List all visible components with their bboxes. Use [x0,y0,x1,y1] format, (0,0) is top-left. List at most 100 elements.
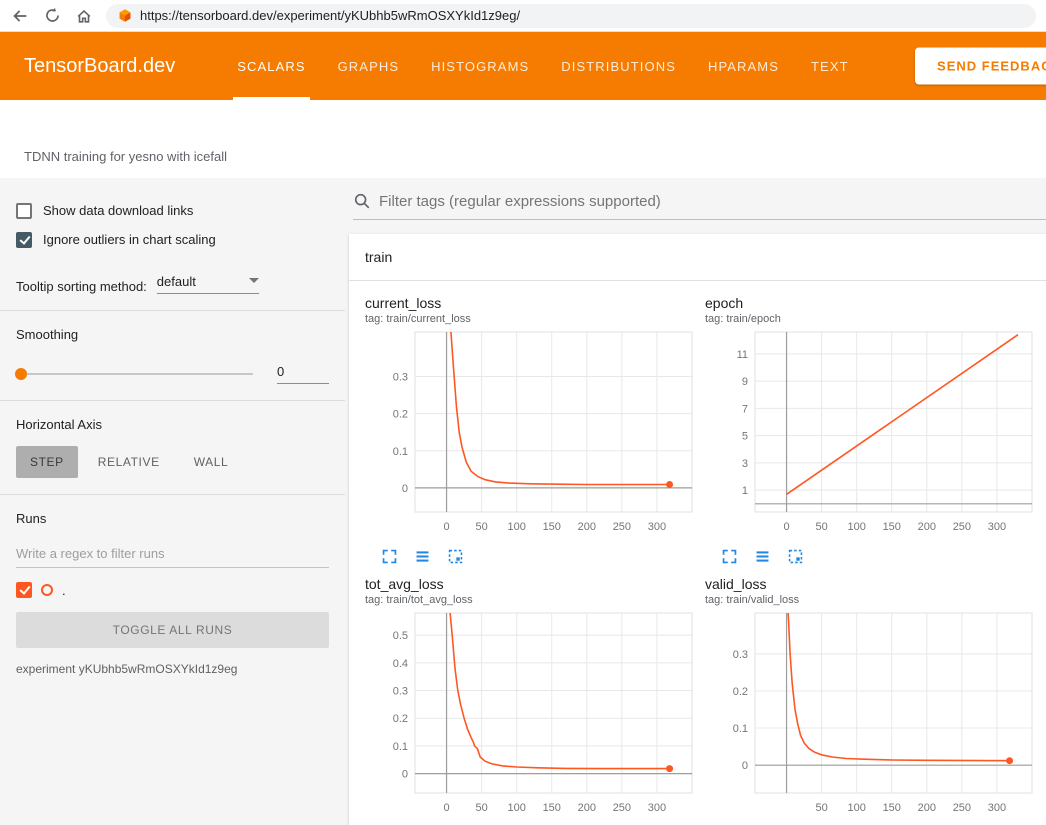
charts-grid: current_loss tag: train/current_loss 050… [349,281,1046,825]
expand-chart-icon[interactable] [719,546,739,566]
screen: https://tensorboard.dev/experiment/yKUbh… [0,0,1046,825]
tooltip-sorting-select[interactable]: default [157,274,259,294]
chart-actions [705,546,1045,566]
smoothing-slider-thumb[interactable] [15,368,27,380]
svg-text:150: 150 [543,802,561,814]
chart-actions [365,546,705,566]
tab-scalars[interactable]: SCALARS [221,32,321,100]
svg-text:11: 11 [737,349,748,361]
runs-label: Runs [16,511,329,526]
run-row[interactable]: . [16,582,329,598]
fit-domain-icon[interactable] [445,546,465,566]
experiment-header: TDNN training for yesno with icefall [0,100,1046,178]
tab-distributions[interactable]: DISTRIBUTIONS [545,32,692,100]
svg-text:0.1: 0.1 [733,723,748,735]
svg-text:0: 0 [443,802,449,814]
send-feedback-button[interactable]: SEND FEEDBACK [915,48,1046,85]
svg-text:200: 200 [578,521,596,533]
svg-text:200: 200 [918,802,936,814]
smoothing-slider[interactable] [16,373,253,375]
svg-text:5: 5 [742,431,748,443]
chart-tag: tag: train/valid_loss [705,594,1045,606]
svg-text:0: 0 [402,769,408,781]
axis-wall-button[interactable]: WALL [180,446,243,478]
main-nav: SCALARS GRAPHS HISTOGRAMS DISTRIBUTIONS … [221,32,864,100]
app-logo: TensorBoard.dev [24,55,175,78]
svg-text:0: 0 [783,521,789,533]
svg-text:200: 200 [918,521,936,533]
run-name: . [62,583,66,598]
svg-text:250: 250 [613,802,631,814]
svg-text:0.5: 0.5 [393,630,408,642]
app-header: TensorBoard.dev SCALARS GRAPHS HISTOGRAM… [0,32,1046,100]
chart-tag: tag: train/epoch [705,313,1045,325]
smoothing-value[interactable]: 0 [277,364,329,384]
chart-tag: tag: train/tot_avg_loss [365,594,705,606]
run-selector-icon[interactable] [752,546,772,566]
svg-text:300: 300 [648,521,666,533]
train-section-header[interactable]: train [349,234,1046,281]
svg-text:250: 250 [613,521,631,533]
tab-hparams[interactable]: HPARAMS [692,32,795,100]
svg-text:0.1: 0.1 [393,741,408,753]
svg-text:0: 0 [443,521,449,533]
fit-domain-icon[interactable] [785,546,805,566]
line-chart-epoch: 0501001502002503001357911 [705,327,1040,542]
svg-text:0.3: 0.3 [733,649,748,661]
svg-text:250: 250 [953,802,971,814]
svg-text:100: 100 [848,802,866,814]
toggle-all-runs-button[interactable]: TOGGLE ALL RUNS [16,612,329,648]
smoothing-label: Smoothing [16,327,329,342]
tensorboard-logo-icon [118,8,132,23]
run-selector-icon[interactable] [412,546,432,566]
svg-text:200: 200 [578,802,596,814]
axis-relative-button[interactable]: RELATIVE [84,446,174,478]
run-checkbox-checked-icon[interactable] [16,582,32,598]
line-chart-valid-loss: 5010015020025030000.10.20.3 [705,608,1040,823]
tab-histograms[interactable]: HISTOGRAMS [415,32,545,100]
svg-text:50: 50 [475,802,487,814]
address-bar[interactable]: https://tensorboard.dev/experiment/yKUbh… [106,4,1036,28]
svg-text:0.2: 0.2 [393,409,408,421]
tab-text[interactable]: TEXT [795,32,865,100]
svg-text:0.2: 0.2 [733,686,748,698]
show-download-links-checkbox-row[interactable]: Show data download links [16,196,329,225]
checkbox-unchecked-icon[interactable] [16,203,32,219]
filter-tags-input[interactable] [379,193,1046,210]
filter-tags-row [353,192,1046,220]
expand-chart-icon[interactable] [379,546,399,566]
svg-text:100: 100 [508,802,526,814]
chart-title: valid_loss [705,576,1045,592]
browser-toolbar: https://tensorboard.dev/experiment/yKUbh… [0,0,1046,32]
svg-text:0.3: 0.3 [393,372,408,384]
svg-text:0: 0 [402,483,408,495]
axis-step-button[interactable]: STEP [16,446,78,478]
chart-card-tot-avg-loss: tot_avg_loss tag: train/tot_avg_loss 050… [365,576,705,825]
horizontal-axis-label: Horizontal Axis [16,417,329,432]
svg-text:0.2: 0.2 [393,713,408,725]
search-icon [353,192,371,210]
main-panel: train current_loss tag: train/current_lo… [345,178,1046,825]
ignore-outliers-label: Ignore outliers in chart scaling [43,232,216,247]
runs-filter-input[interactable] [16,540,329,568]
svg-text:100: 100 [508,521,526,533]
home-icon[interactable] [74,6,94,26]
back-icon[interactable] [10,6,30,26]
run-color-circle-icon [41,584,53,596]
svg-text:100: 100 [848,521,866,533]
tooltip-sorting-value: default [157,274,196,289]
chevron-down-icon [249,278,259,283]
svg-text:150: 150 [883,521,901,533]
tooltip-sorting-label: Tooltip sorting method: [16,279,147,294]
chart-card-epoch: epoch tag: train/epoch 05010015020025030… [705,295,1045,566]
svg-text:7: 7 [742,403,748,415]
reload-icon[interactable] [42,6,62,26]
svg-text:300: 300 [988,521,1006,533]
ignore-outliers-checkbox-row[interactable]: Ignore outliers in chart scaling [16,225,329,254]
horizontal-axis-section: Horizontal Axis STEP RELATIVE WALL [0,401,345,478]
svg-text:150: 150 [883,802,901,814]
tab-graphs[interactable]: GRAPHS [322,32,416,100]
svg-text:3: 3 [742,458,748,470]
svg-text:1: 1 [742,485,748,497]
checkbox-checked-icon[interactable] [16,232,32,248]
